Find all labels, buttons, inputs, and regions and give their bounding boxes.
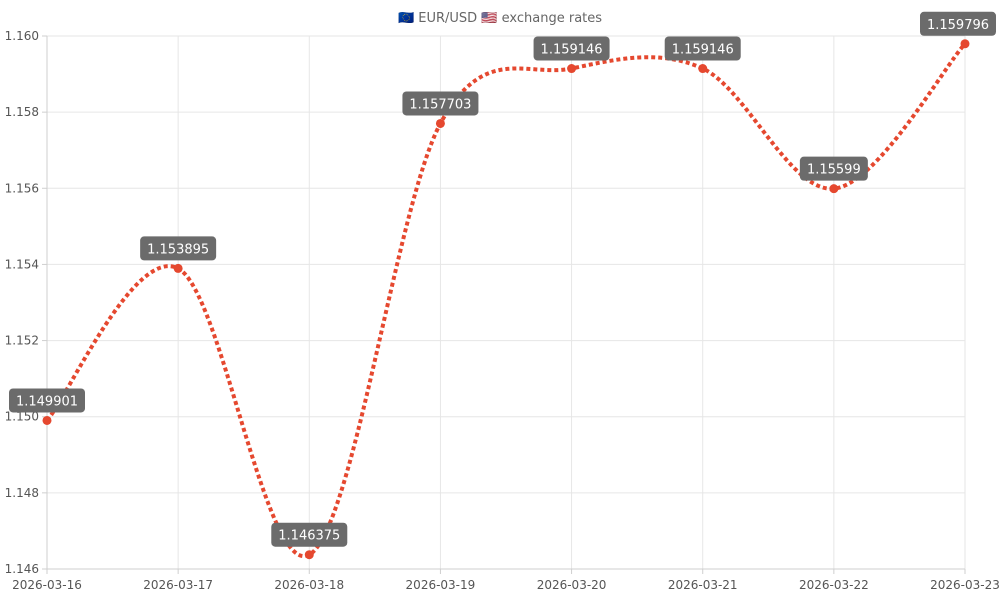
data-label-box [9,388,85,413]
axes: 1.146 1.148 1.150 1.152 1.154 1.156 1.158 1.160… [5,29,1000,592]
data-label: 1.157703 [402,91,479,116]
data-label-text: 1.15599 [807,163,861,178]
data-label: 1.159146 [533,36,610,61]
data-point [698,64,708,74]
x-tick-label: 2026-03-22 [799,578,869,592]
data-label: 1.146375 [271,522,348,547]
y-tick-label: 1.160 [5,29,39,43]
x-tick-label: 2026-03-16 [12,578,82,592]
data-label-box [664,36,741,61]
data-point [960,39,970,49]
data-label-box [271,522,348,547]
y-tick-label: 1.158 [5,105,39,119]
data-label-box [533,36,610,61]
data-label: 1.159796 [920,11,996,36]
data-label-box [140,236,217,261]
data-label-box [402,91,479,116]
x-tick-label: 2026-03-21 [668,578,738,592]
grid [46,35,966,570]
data-label: 1.153895 [140,236,217,261]
data-label-text: 1.146375 [278,529,340,544]
y-tick-label: 1.152 [5,334,39,348]
data-label-text: 1.159796 [927,18,989,33]
data-point [567,64,577,74]
data-point [829,184,839,194]
data-label-box [920,11,996,36]
y-tick-label: 1.154 [5,257,39,271]
data-label-text: 1.159146 [672,43,734,58]
data-point [173,263,183,273]
series [42,39,970,560]
data-label-box [799,156,868,181]
x-tick-label: 2026-03-23 [930,578,1000,592]
data-point [435,118,445,128]
data-point [42,415,52,425]
data-label-text: 1.153895 [147,242,209,257]
series-line [47,42,967,559]
x-tick-label: 2026-03-19 [406,578,476,592]
x-tick-label: 2026-03-20 [537,578,607,592]
data-label: 1.159146 [664,36,741,61]
x-tick-label: 2026-03-17 [143,578,213,592]
data-label-text: 1.157703 [409,97,471,112]
data-label-text: 1.159146 [541,43,603,58]
y-tick-label: 1.150 [5,410,39,424]
y-tick-label: 1.148 [5,486,39,500]
data-label: 1.15599 [799,156,868,181]
y-tick-label: 1.156 [5,181,39,195]
data-label-text: 1.149901 [16,394,78,409]
x-tick-label: 2026-03-18 [274,578,344,592]
chart-title: 🇪🇺 EUR/USD 🇺🇸 exchange rates [398,11,602,26]
data-label: 1.149901 [9,388,85,413]
data-point [304,550,314,560]
data-labels: 1.149901 1.153895 1.146375 1.157703 1.159146… [9,11,996,547]
y-tick-label: 1.146 [5,562,39,576]
